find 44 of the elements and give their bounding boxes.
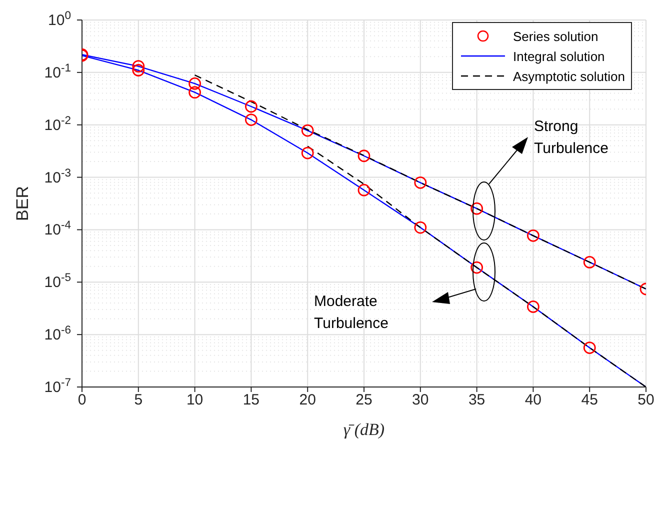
legend-label: Asymptotic solution bbox=[513, 68, 625, 84]
x-tick-label: 30 bbox=[412, 392, 429, 409]
point bbox=[527, 300, 540, 313]
x-tick-label: 40 bbox=[524, 392, 542, 409]
x-tick-label: 5 bbox=[134, 392, 143, 409]
x-tick-label: 50 bbox=[638, 392, 654, 409]
point bbox=[583, 342, 596, 354]
point bbox=[188, 86, 201, 99]
point bbox=[414, 221, 427, 234]
y-tick-label: 10$^{-3}$ bbox=[44, 167, 71, 186]
y-tick-label: 10$^{-6}$ bbox=[44, 324, 71, 344]
x-tick-label: 10 bbox=[186, 392, 204, 409]
point bbox=[301, 146, 314, 160]
point bbox=[414, 176, 427, 189]
point bbox=[245, 100, 258, 113]
x-tick-label: 45 bbox=[581, 392, 598, 409]
y-tick-label: 10$^{-4}$ bbox=[44, 220, 71, 239]
y-tick-label: 10$^{0}$ bbox=[48, 10, 71, 29]
point bbox=[583, 256, 596, 268]
point bbox=[358, 184, 370, 196]
point bbox=[470, 202, 483, 215]
point bbox=[358, 150, 370, 162]
annotation: Moderate Turbulence bbox=[314, 293, 388, 332]
y-tick-label: 10$^{-5}$ bbox=[44, 272, 71, 292]
point bbox=[527, 229, 540, 242]
x-tick-label: 15 bbox=[242, 392, 260, 409]
y-tick-label: 10$^{-2}$ bbox=[44, 114, 71, 134]
x-tick-label: 0 bbox=[78, 392, 86, 409]
point bbox=[132, 64, 145, 76]
point bbox=[188, 77, 201, 90]
point bbox=[301, 124, 314, 137]
legend-label: Integral solution bbox=[513, 48, 605, 64]
y-tick-label: 10$^{-7}$ bbox=[44, 377, 71, 396]
point bbox=[245, 114, 258, 126]
x-tick-label: 20 bbox=[299, 392, 316, 409]
y-axis-title: BER bbox=[13, 186, 32, 221]
legend-label: Series solution bbox=[513, 28, 598, 44]
point bbox=[470, 261, 483, 274]
x-tick-label: 35 bbox=[468, 392, 486, 409]
y-tick-label: 10$^{-1}$ bbox=[44, 62, 71, 82]
x-tick-label: 25 bbox=[356, 392, 372, 409]
x-axis-title: γ̄ (dB) bbox=[343, 420, 385, 439]
annotation: Strong Turbulence bbox=[534, 118, 608, 157]
point bbox=[132, 60, 145, 72]
